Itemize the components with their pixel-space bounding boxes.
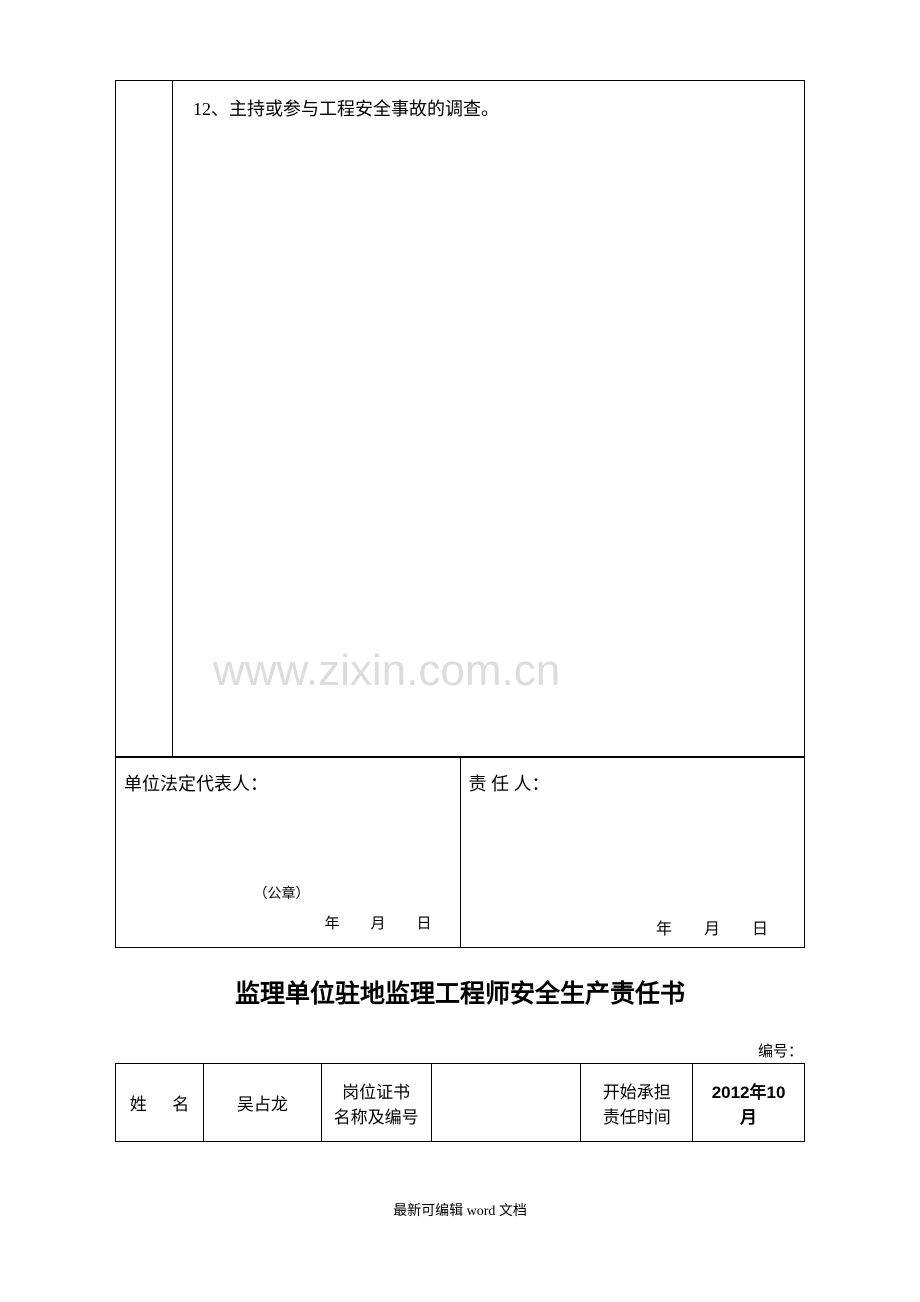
info-table: 姓 名 吴占龙 岗位证书 名称及编号 开始承担 责任时间 2012年10 月 [115, 1063, 805, 1142]
item-12-text: 12、主持或参与工程安全事故的调查。 [193, 95, 784, 121]
main-document-table: 12、主持或参与工程安全事故的调查。 www.zixin.com.cn 单位法定… [115, 80, 805, 948]
page-footer: 最新可编辑 word 文档 [0, 1200, 920, 1220]
seal-label: （公章） [254, 881, 310, 909]
start-value-line1: 2012年10 [693, 1078, 804, 1103]
responsible-person-label: 责 任 人： [469, 770, 797, 796]
cert-label-line2: 名称及编号 [322, 1103, 431, 1128]
cert-label-cell: 岗位证书 名称及编号 [321, 1064, 431, 1142]
name-label: 姓 名 [130, 1095, 190, 1114]
cert-label-line1: 岗位证书 [322, 1078, 431, 1103]
right-date-format: 年 月 日 [656, 915, 776, 939]
serial-number-label: 编号： [115, 1040, 803, 1061]
signature-right-cell: 责 任 人： 年 月 日 [460, 758, 804, 948]
signature-left-cell: 单位法定代表人： （公章）年 月 日 [116, 758, 460, 948]
section-title: 监理单位驻地监理工程师安全生产责任书 [115, 974, 805, 1010]
cert-value-cell [431, 1064, 581, 1142]
start-value-cell: 2012年10 月 [693, 1064, 805, 1142]
content-cell: 12、主持或参与工程安全事故的调查。 www.zixin.com.cn [173, 81, 805, 757]
left-date-format: 年 月 日 [254, 909, 440, 939]
start-value-line2: 月 [693, 1103, 804, 1128]
legal-rep-label: 单位法定代表人： [124, 770, 452, 796]
name-value-cell: 吴占龙 [203, 1064, 321, 1142]
start-label-cell: 开始承担 责任时间 [581, 1064, 693, 1142]
start-label-line1: 开始承担 [581, 1078, 692, 1103]
left-margin-cell [116, 81, 173, 757]
start-label-line2: 责任时间 [581, 1103, 692, 1128]
watermark-text: www.zixin.com.cn [213, 646, 560, 696]
name-label-cell: 姓 名 [116, 1064, 204, 1142]
